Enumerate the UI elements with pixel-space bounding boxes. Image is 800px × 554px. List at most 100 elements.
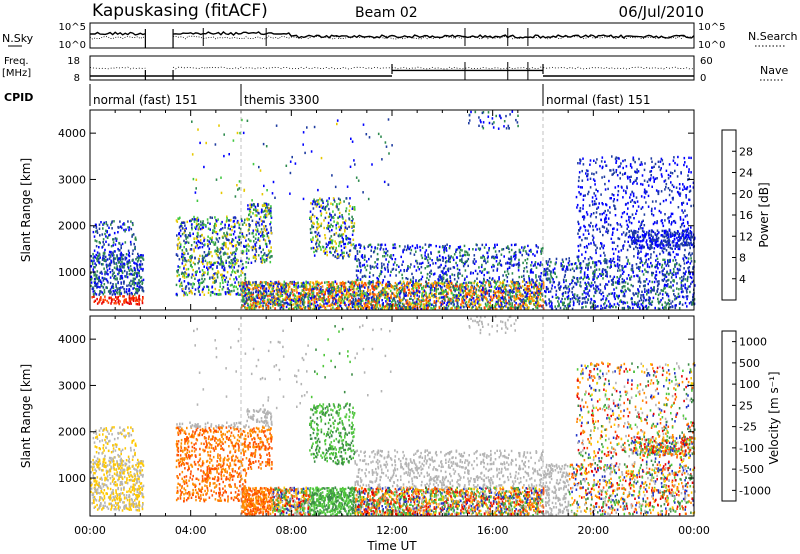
scatter-cell — [422, 307, 425, 310]
scatter-cell — [189, 260, 192, 264]
scatter-cell — [194, 226, 196, 229]
scatter-cell — [141, 301, 144, 305]
scatter-cell — [360, 244, 362, 247]
scatter-cell — [394, 261, 396, 264]
scatter-cell — [426, 259, 429, 262]
scatter-cell — [356, 287, 359, 290]
scatter-cell — [526, 285, 529, 288]
scatter-cell — [416, 286, 418, 290]
scatter-cell — [261, 223, 263, 226]
scatter-cell — [279, 282, 282, 286]
scatter-cell — [332, 197, 335, 200]
scatter-cell — [521, 304, 524, 307]
scatter-cell — [108, 253, 110, 257]
scatter-cell — [113, 262, 116, 265]
scatter-cell — [278, 300, 280, 303]
scatter-cell — [510, 287, 513, 290]
scatter-cell — [510, 285, 512, 288]
freq-right-tick-top: 60 — [700, 56, 713, 67]
scatter-cell — [524, 291, 527, 294]
scatter-cell — [463, 305, 465, 309]
scatter-cell — [312, 225, 315, 229]
scatter-cell — [407, 303, 409, 307]
scatter-cell — [504, 291, 506, 294]
scatter-cell — [289, 298, 291, 301]
scatter-cell — [324, 251, 327, 255]
scatter-cell — [338, 225, 340, 229]
scatter-cell — [194, 292, 196, 296]
scatter-cell — [354, 302, 357, 305]
scatter-cell — [540, 285, 543, 288]
scatter-cell — [197, 287, 200, 290]
scatter-cell — [511, 295, 514, 298]
scatter-cell — [365, 302, 367, 305]
scatter-cell — [478, 304, 481, 307]
scatter-cell — [266, 203, 268, 206]
scatter-cell — [104, 295, 106, 298]
scatter-cell — [413, 283, 416, 286]
scatter-cell — [119, 275, 122, 278]
scatter-cell — [90, 271, 92, 274]
scatter-cell — [539, 298, 541, 301]
scatter-cell — [341, 291, 344, 294]
scatter-cell — [90, 284, 92, 288]
freq-right-tick-bottom: 0 — [700, 73, 706, 84]
scatter-cell — [262, 234, 264, 237]
scatter-cell — [248, 291, 250, 294]
scatter-cell — [225, 244, 227, 247]
scatter-cell — [375, 307, 378, 310]
scatter-cell — [234, 224, 236, 227]
scatter-cell — [328, 304, 330, 307]
scatter-cell — [485, 304, 487, 307]
scatter-cell — [90, 281, 93, 284]
scatter-cell — [113, 292, 115, 295]
scatter-cell — [114, 278, 117, 281]
scatter-cell — [310, 202, 312, 205]
scatter-cell — [389, 255, 391, 258]
scatter-cell — [351, 303, 354, 306]
scatter-cell — [264, 258, 266, 262]
scatter-cell — [262, 235, 264, 238]
scatter-cell — [521, 280, 524, 283]
scatter-cell — [218, 257, 220, 260]
scatter-cell — [449, 267, 452, 270]
scatter-cell — [542, 304, 544, 307]
scatter-cell — [373, 292, 375, 296]
scatter-cell — [296, 291, 298, 294]
scatter-cell — [418, 295, 420, 298]
scatter-cell — [209, 216, 212, 219]
scatter-cell — [468, 300, 470, 304]
scatter-cell — [406, 286, 408, 289]
scatter-cell — [208, 252, 211, 256]
scatter-cell — [217, 261, 219, 264]
scatter-cell — [422, 303, 425, 306]
scatter-cell — [248, 280, 250, 284]
scatter-cell — [299, 300, 302, 303]
scatter-cell — [278, 302, 281, 306]
scatter-cell — [352, 293, 354, 296]
scatter-cell — [363, 296, 365, 299]
scatter-cell — [298, 295, 301, 299]
scatter-cell — [389, 289, 392, 293]
scatter-cell — [478, 286, 481, 289]
scatter-cell — [196, 235, 199, 238]
scatter-cell — [236, 259, 239, 262]
scatter-cell — [444, 256, 447, 260]
scatter-cell — [373, 305, 376, 308]
scatter-cell — [119, 249, 121, 252]
scatter-cell — [352, 301, 355, 304]
scatter-cell — [347, 242, 349, 245]
scatter-cell — [343, 254, 345, 258]
scatter-cell — [356, 293, 358, 297]
scatter-cell — [245, 280, 247, 284]
scatter-cell — [389, 274, 392, 277]
scatter-cell — [507, 293, 509, 297]
scatter-cell — [350, 281, 353, 284]
scatter-cell — [141, 269, 144, 272]
scatter-cell — [477, 296, 480, 300]
scatter-cell — [339, 198, 341, 201]
scatter-cell — [254, 302, 257, 305]
scatter-cell — [116, 268, 119, 271]
scatter-cell — [223, 241, 225, 245]
scatter-cell — [254, 205, 257, 209]
